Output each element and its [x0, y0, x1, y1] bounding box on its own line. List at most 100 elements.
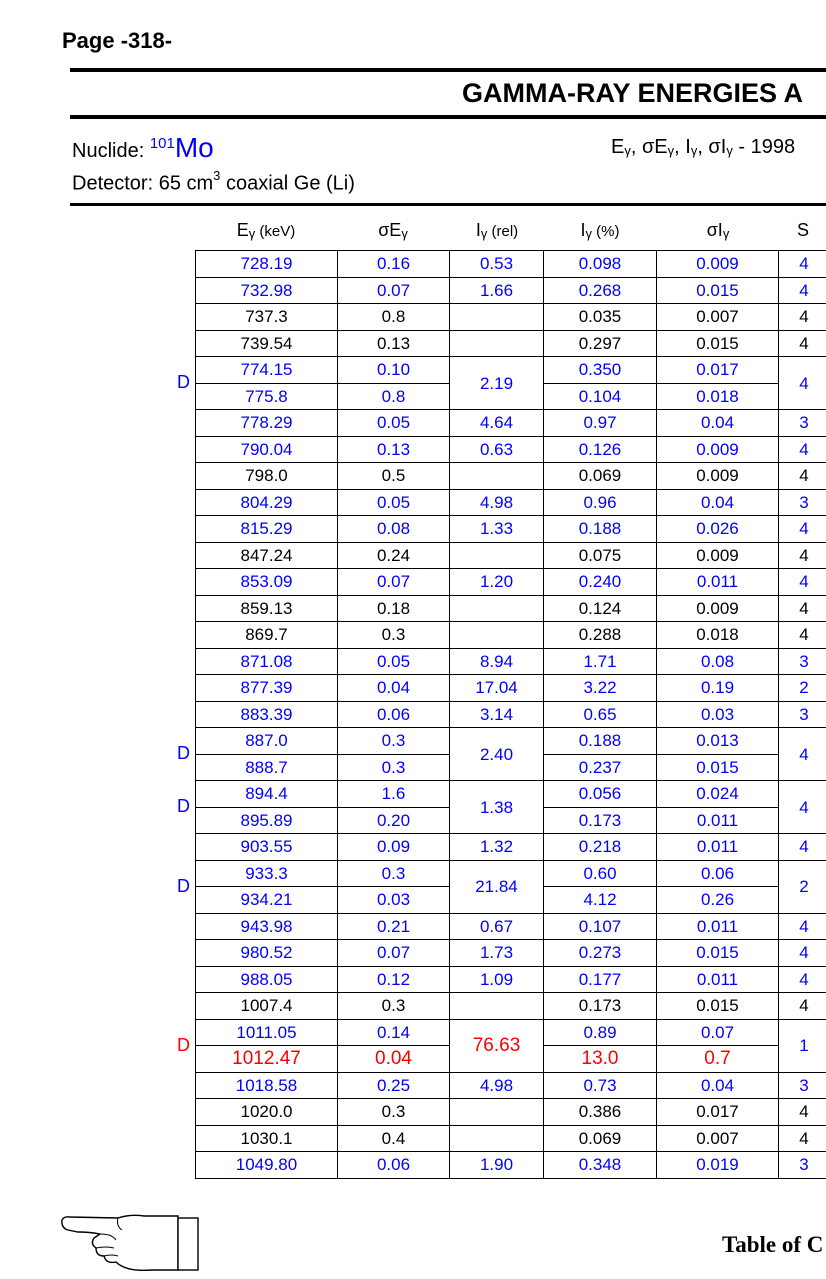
cell-c0: 980.52	[196, 940, 338, 967]
cell-c4: 0.011	[657, 966, 779, 993]
cell-c0: 774.15	[196, 357, 338, 384]
cell-c1: 0.03	[338, 887, 450, 914]
cell-c1: 0.08	[338, 516, 450, 543]
cell-c0: 775.8	[196, 383, 338, 410]
footer-table-of-contents-link[interactable]: Table of C	[722, 1232, 823, 1258]
cell-c1: 0.04	[338, 1046, 450, 1073]
cell-c0: 737.3	[196, 304, 338, 331]
cell-c4: 0.019	[657, 1152, 779, 1179]
cell-c1: 0.05	[338, 489, 450, 516]
cell-c5: 4	[779, 993, 826, 1020]
detector-suffix: coaxial Ge (Li)	[220, 173, 355, 195]
cell-c5: 2	[779, 675, 826, 702]
cell-c2	[450, 622, 544, 649]
cell-c2: 0.67	[450, 913, 544, 940]
cell-c1: 0.07	[338, 940, 450, 967]
cell-c1: 0.20	[338, 807, 450, 834]
cell-c0: 888.7	[196, 754, 338, 781]
cell-c2: 3.14	[450, 701, 544, 728]
cell-c3: 0.075	[544, 542, 657, 569]
cell-c2: 1.20	[450, 569, 544, 596]
cell-c4: 0.007	[657, 304, 779, 331]
cell-c4: 0.011	[657, 569, 779, 596]
cell-c3: 0.173	[544, 993, 657, 1020]
cell-c0: 894.4	[196, 781, 338, 808]
cell-c4: 0.06	[657, 860, 779, 887]
cell-c0: 732.98	[196, 277, 338, 304]
cell-c4: 0.04	[657, 489, 779, 516]
cell-c1: 0.24	[338, 542, 450, 569]
cell-c1: 0.16	[338, 251, 450, 278]
cell-c3: 0.65	[544, 701, 657, 728]
cell-c5: 4	[779, 622, 826, 649]
cell-c1: 0.3	[338, 728, 450, 755]
cell-c5: 3	[779, 701, 826, 728]
cell-c1: 0.21	[338, 913, 450, 940]
cell-c1: 0.4	[338, 1125, 450, 1152]
cell-c3: 0.126	[544, 436, 657, 463]
cell-c5: 4	[779, 1099, 826, 1126]
cell-c2: 4.98	[450, 1072, 544, 1099]
cell-c0: 871.08	[196, 648, 338, 675]
header-energy-uncertainty: σEγ	[378, 220, 408, 241]
cell-c3: 0.056	[544, 781, 657, 808]
cell-c3: 0.273	[544, 940, 657, 967]
cell-c5: 4	[779, 966, 826, 993]
cell-c0: 934.21	[196, 887, 338, 914]
pointing-hand-svg	[60, 1212, 202, 1274]
cell-c0: 853.09	[196, 569, 338, 596]
cell-c3: 0.268	[544, 277, 657, 304]
pointing-hand-icon[interactable]	[60, 1212, 202, 1279]
cell-c3: 0.107	[544, 913, 657, 940]
cell-c4: 0.015	[657, 330, 779, 357]
cell-c0: 847.24	[196, 542, 338, 569]
energy-intensity-line: Eγ, σEγ, Iγ, σIγ - 1998	[611, 136, 795, 159]
cell-c3: 0.97	[544, 410, 657, 437]
cell-c5: 4	[779, 357, 826, 410]
cell-c2: 21.84	[450, 860, 544, 913]
header-s: S	[797, 220, 809, 241]
cell-c5: 3	[779, 1152, 826, 1179]
header-intensity-pct: Iγ (%)	[580, 220, 619, 241]
cell-c3: 0.348	[544, 1152, 657, 1179]
cell-c0: 815.29	[196, 516, 338, 543]
cell-c4: 0.08	[657, 648, 779, 675]
cell-c0: 887.0	[196, 728, 338, 755]
cell-c0: 1030.1	[196, 1125, 338, 1152]
cell-c1: 0.25	[338, 1072, 450, 1099]
cell-c2	[450, 463, 544, 490]
nuclide-label: Nuclide:	[72, 140, 150, 162]
cell-c2	[450, 330, 544, 357]
cell-c3: 0.96	[544, 489, 657, 516]
cell-c2	[450, 1125, 544, 1152]
header-energy: Eγ (keV)	[237, 220, 296, 241]
cell-c4: 0.009	[657, 436, 779, 463]
cell-c2: 2.19	[450, 357, 544, 410]
cell-c0: 1012.47	[196, 1046, 338, 1073]
cell-c3: 0.098	[544, 251, 657, 278]
cell-c2: 2.40	[450, 728, 544, 781]
cell-c1: 0.07	[338, 277, 450, 304]
cell-c4: 0.03	[657, 701, 779, 728]
cell-c1: 0.13	[338, 330, 450, 357]
cell-c0: 790.04	[196, 436, 338, 463]
cell-c4: 0.009	[657, 463, 779, 490]
cell-c0: 943.98	[196, 913, 338, 940]
cell-c1: 0.3	[338, 993, 450, 1020]
cell-c2: 4.98	[450, 489, 544, 516]
cell-c4: 0.013	[657, 728, 779, 755]
cell-c4: 0.026	[657, 516, 779, 543]
